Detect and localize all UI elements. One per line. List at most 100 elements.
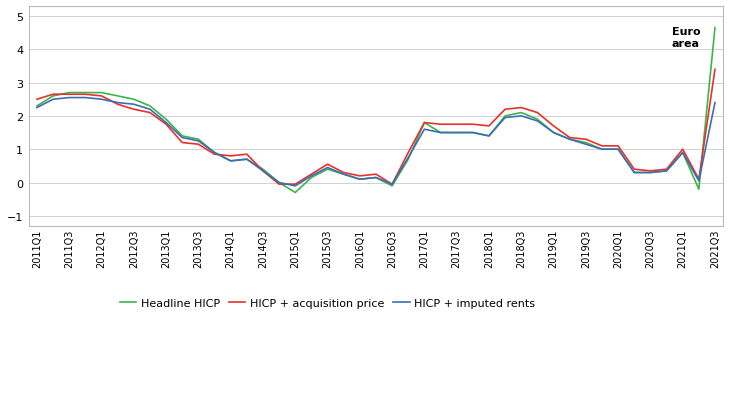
HICP + acquisition price <box>356 174 364 179</box>
Headline HICP <box>162 117 171 122</box>
HICP + imputed rents <box>356 177 364 182</box>
HICP + acquisition price <box>129 108 138 112</box>
HICP + acquisition price <box>549 124 558 129</box>
Headline HICP <box>307 175 316 180</box>
Headline HICP <box>598 147 607 152</box>
Headline HICP <box>258 167 267 172</box>
HICP + imputed rents <box>210 151 219 155</box>
HICP + acquisition price <box>339 171 348 175</box>
HICP + imputed rents <box>258 169 267 174</box>
Headline HICP <box>614 147 623 152</box>
HICP + imputed rents <box>598 147 607 152</box>
Headline HICP <box>49 94 58 99</box>
Headline HICP <box>582 141 591 146</box>
HICP + acquisition price <box>210 153 219 157</box>
Headline HICP <box>565 137 574 142</box>
Headline HICP <box>291 191 299 196</box>
HICP + acquisition price <box>226 154 235 159</box>
HICP + imputed rents <box>178 136 187 141</box>
Headline HICP <box>65 91 74 96</box>
HICP + acquisition price <box>194 142 203 147</box>
HICP + acquisition price <box>323 162 332 167</box>
Headline HICP <box>33 104 42 109</box>
Headline HICP <box>549 131 558 136</box>
Headline HICP <box>356 177 364 182</box>
Headline HICP <box>646 171 655 175</box>
HICP + imputed rents <box>662 169 671 174</box>
Line: HICP + acquisition price: HICP + acquisition price <box>37 70 715 185</box>
HICP + acquisition price <box>710 67 719 72</box>
HICP + imputed rents <box>49 97 58 102</box>
Headline HICP <box>436 131 445 136</box>
Headline HICP <box>485 134 493 139</box>
Headline HICP <box>630 171 639 175</box>
HICP + imputed rents <box>129 103 138 108</box>
HICP + acquisition price <box>678 147 687 152</box>
Headline HICP <box>453 131 461 136</box>
HICP + imputed rents <box>388 182 396 187</box>
HICP + acquisition price <box>404 151 412 155</box>
HICP + imputed rents <box>307 174 316 179</box>
HICP + imputed rents <box>646 171 655 175</box>
HICP + imputed rents <box>678 151 687 155</box>
Headline HICP <box>274 181 283 186</box>
Legend: Headline HICP, HICP + acquisition price, HICP + imputed rents: Headline HICP, HICP + acquisition price,… <box>115 294 539 313</box>
HICP + imputed rents <box>242 157 251 162</box>
Headline HICP <box>404 157 412 162</box>
HICP + acquisition price <box>582 137 591 142</box>
HICP + acquisition price <box>113 103 122 108</box>
HICP + imputed rents <box>453 131 461 136</box>
Headline HICP <box>339 172 348 177</box>
HICP + acquisition price <box>97 94 106 99</box>
Text: Euro
area: Euro area <box>672 27 700 49</box>
HICP + imputed rents <box>33 106 42 111</box>
Headline HICP <box>388 184 396 189</box>
HICP + acquisition price <box>501 108 510 112</box>
HICP + acquisition price <box>372 172 380 177</box>
HICP + imputed rents <box>372 175 380 180</box>
HICP + imputed rents <box>226 159 235 164</box>
Headline HICP <box>226 159 235 164</box>
HICP + acquisition price <box>630 167 639 172</box>
Line: HICP + imputed rents: HICP + imputed rents <box>37 98 715 187</box>
HICP + acquisition price <box>533 111 542 116</box>
HICP + acquisition price <box>258 169 267 174</box>
HICP + imputed rents <box>65 96 74 101</box>
HICP + imputed rents <box>194 139 203 144</box>
HICP + imputed rents <box>485 134 493 139</box>
HICP + imputed rents <box>274 181 283 186</box>
Headline HICP <box>210 151 219 155</box>
Headline HICP <box>242 157 251 162</box>
HICP + imputed rents <box>420 128 429 133</box>
Headline HICP <box>323 167 332 172</box>
HICP + imputed rents <box>614 147 623 152</box>
Headline HICP <box>694 187 703 192</box>
Headline HICP <box>501 114 510 119</box>
HICP + acquisition price <box>565 136 574 141</box>
Headline HICP <box>517 111 526 116</box>
HICP + imputed rents <box>339 172 348 177</box>
Headline HICP <box>678 151 687 155</box>
HICP + acquisition price <box>291 182 299 187</box>
HICP + acquisition price <box>436 122 445 127</box>
Headline HICP <box>97 91 106 96</box>
Headline HICP <box>469 131 477 136</box>
Line: Headline HICP: Headline HICP <box>37 29 715 193</box>
HICP + acquisition price <box>662 167 671 172</box>
HICP + imputed rents <box>323 166 332 171</box>
HICP + imputed rents <box>549 131 558 136</box>
HICP + acquisition price <box>49 92 58 97</box>
HICP + imputed rents <box>291 184 299 189</box>
Headline HICP <box>662 169 671 174</box>
HICP + acquisition price <box>33 97 42 102</box>
HICP + acquisition price <box>646 169 655 174</box>
Headline HICP <box>710 26 719 31</box>
HICP + imputed rents <box>694 179 703 184</box>
Headline HICP <box>420 121 429 126</box>
Headline HICP <box>81 91 90 96</box>
HICP + acquisition price <box>388 182 396 187</box>
HICP + acquisition price <box>81 92 90 97</box>
HICP + imputed rents <box>501 116 510 121</box>
HICP + imputed rents <box>582 142 591 147</box>
HICP + acquisition price <box>145 111 154 116</box>
